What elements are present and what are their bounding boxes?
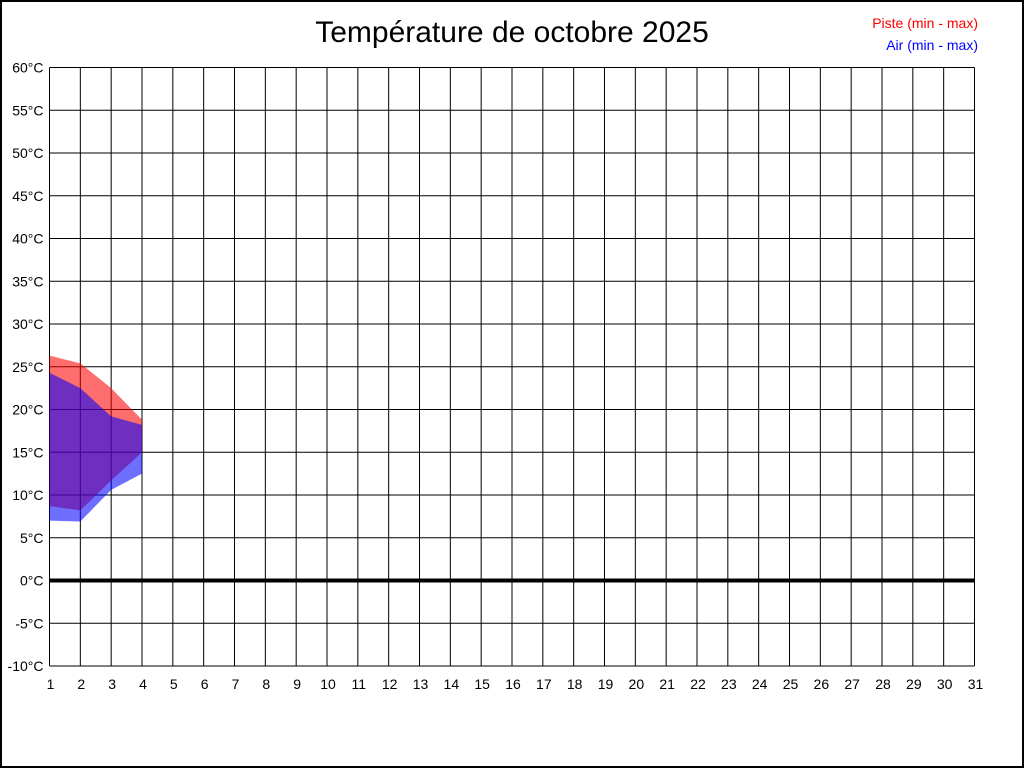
x-tick-label: 17 (536, 676, 552, 692)
x-tick-label: 28 (875, 676, 891, 692)
x-tick-label: 18 (567, 676, 583, 692)
y-tick-label: 45°C (12, 188, 43, 204)
legend-item-piste: Piste (min - max) (872, 15, 978, 31)
y-tick-label: 55°C (12, 102, 43, 118)
y-tick-label: 5°C (20, 530, 44, 546)
y-tick-label: 50°C (12, 145, 43, 161)
x-tick-label: 1 (47, 676, 55, 692)
x-tick-label: 4 (139, 676, 147, 692)
x-tick-label: 22 (690, 676, 706, 692)
x-tick-label: 16 (505, 676, 521, 692)
x-tick-label: 8 (262, 676, 270, 692)
x-tick-label: 3 (108, 676, 116, 692)
y-tick-label: 20°C (12, 402, 43, 418)
y-tick-label: 25°C (12, 359, 43, 375)
x-tick-label: 5 (170, 676, 178, 692)
y-tick-label: 35°C (12, 273, 43, 289)
y-tick-label: -10°C (8, 658, 44, 674)
y-tick-label: 10°C (12, 487, 43, 503)
x-tick-label: 15 (474, 676, 490, 692)
x-tick-label: 12 (382, 676, 398, 692)
x-tick-label: 2 (77, 676, 85, 692)
x-tick-label: 23 (721, 676, 737, 692)
x-tick-label: 24 (752, 676, 768, 692)
x-tick-label: 27 (844, 676, 860, 692)
x-tick-label: 9 (293, 676, 301, 692)
air-minmax-band (49, 372, 142, 522)
x-tick-label: 19 (598, 676, 614, 692)
x-tick-label: 6 (201, 676, 209, 692)
x-tick-label: 21 (659, 676, 675, 692)
x-tick-label: 29 (906, 676, 922, 692)
legend-item-air: Air (min - max) (886, 37, 978, 53)
y-tick-label: 60°C (12, 60, 43, 76)
x-tick-label: 20 (629, 676, 645, 692)
x-tick-label: 13 (413, 676, 429, 692)
x-tick-label: 11 (352, 676, 367, 692)
chart-title: Température de octobre 2025 (315, 16, 709, 49)
y-tick-label: 0°C (20, 573, 44, 589)
x-tick-label: 10 (320, 676, 336, 692)
y-tick-label: 30°C (12, 316, 43, 332)
x-tick-label: 7 (232, 676, 240, 692)
x-tick-label: 25 (783, 676, 799, 692)
x-tick-label: 30 (937, 676, 953, 692)
y-tick-label: 15°C (12, 444, 43, 460)
y-tick-label: 40°C (12, 231, 43, 247)
x-tick-label: 31 (968, 676, 984, 692)
legend: Piste (min - max) Air (min - max) (872, 12, 978, 56)
x-tick-label: 26 (814, 676, 830, 692)
y-tick-label: -5°C (15, 615, 43, 631)
x-tick-label: 14 (444, 676, 460, 692)
